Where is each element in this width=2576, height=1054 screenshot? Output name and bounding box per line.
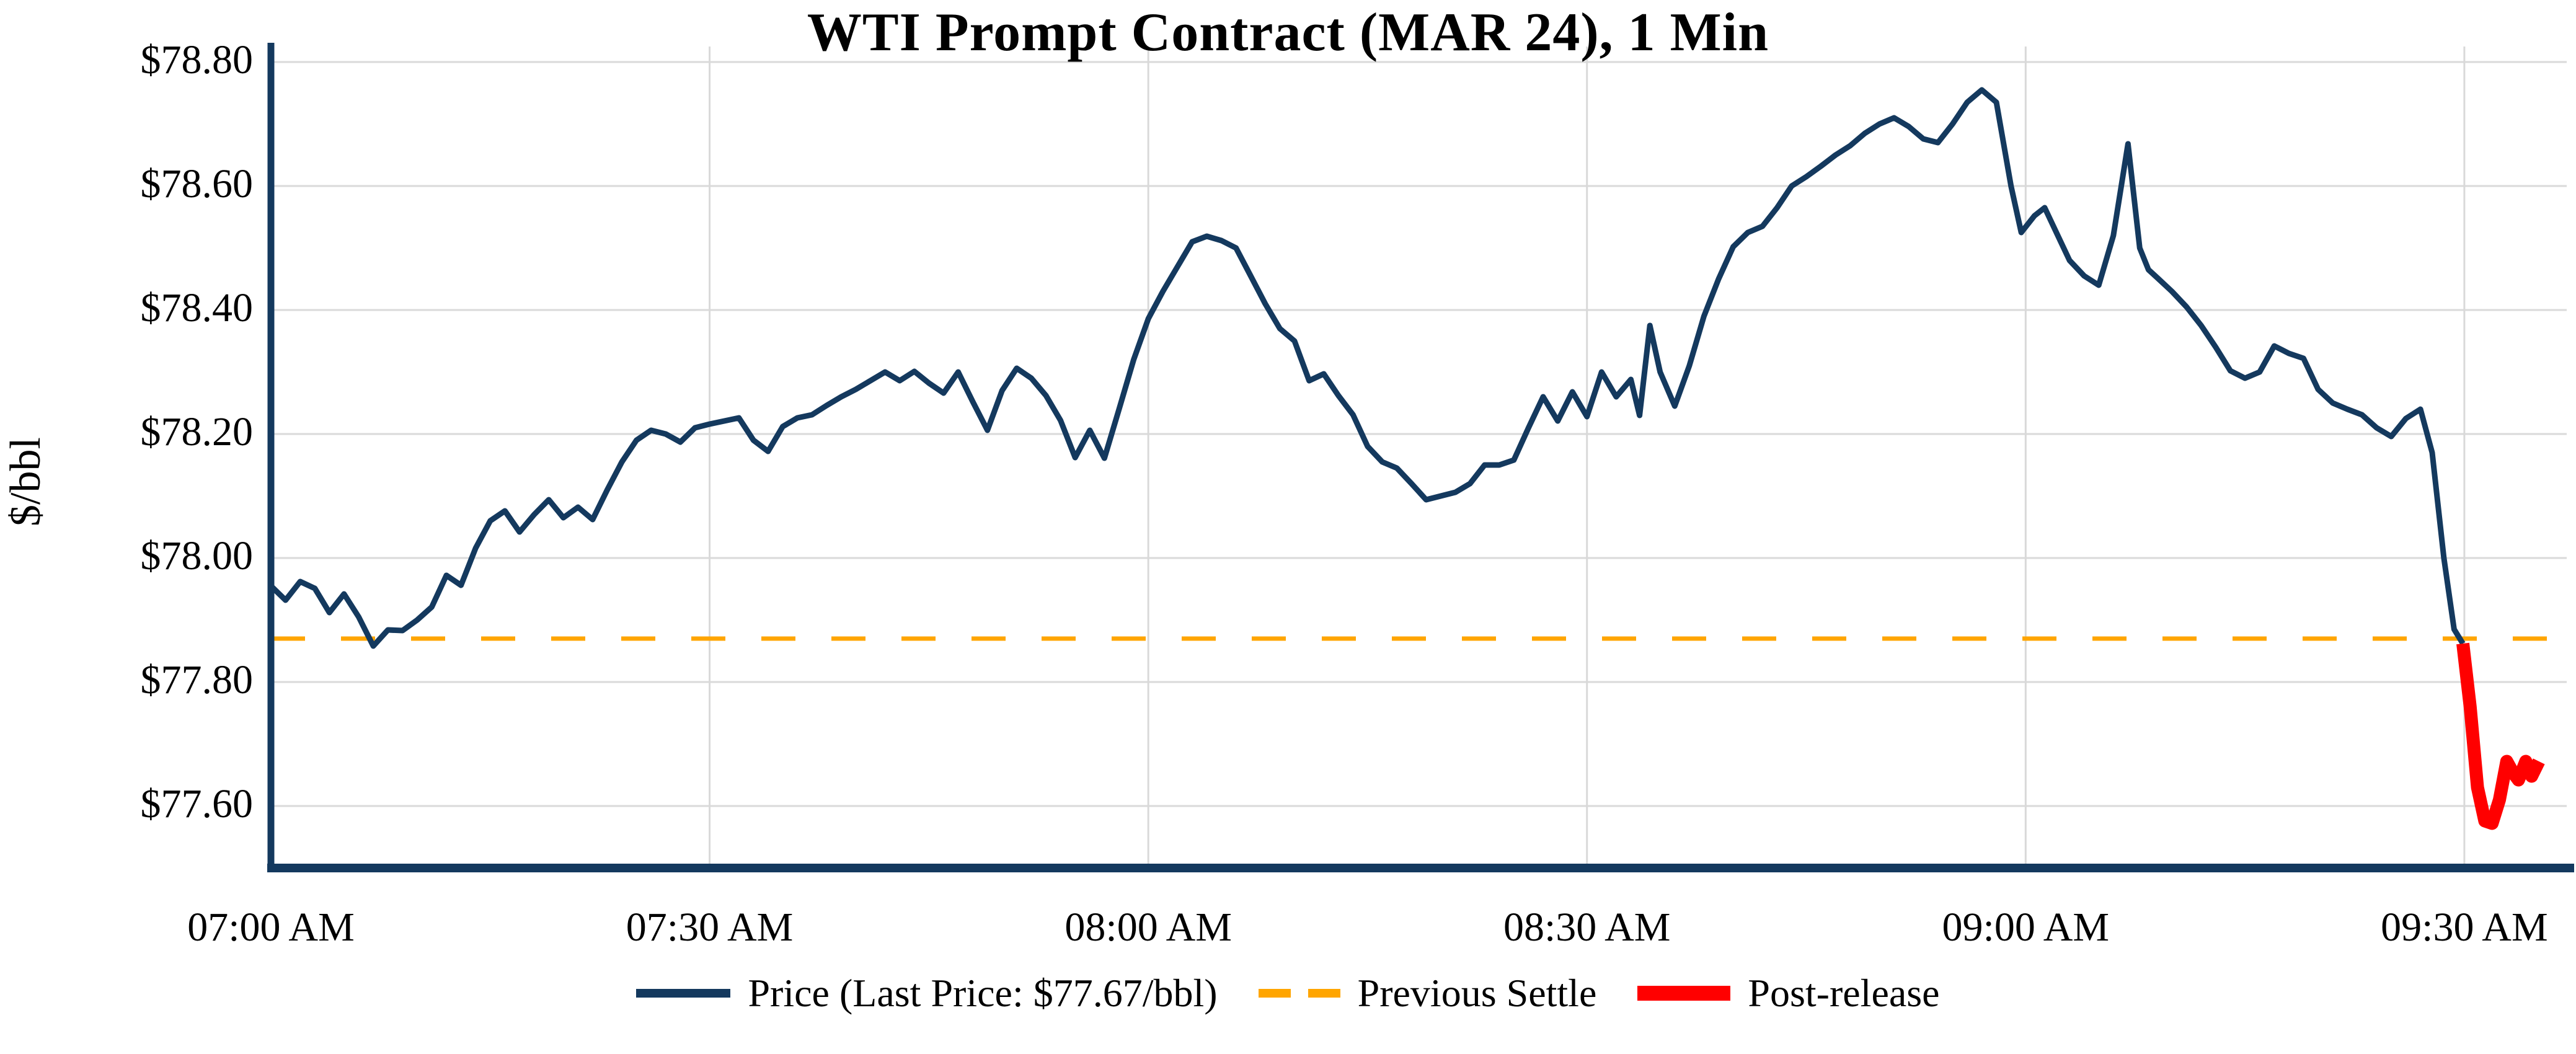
y-tick-label: $77.80 [140, 657, 254, 702]
y-tick-label: $78.00 [140, 533, 254, 578]
x-tick-label: 08:30 AM [1503, 905, 1671, 950]
y-tick-label: $78.60 [140, 161, 254, 206]
legend-label-post-release: Post-release [1748, 971, 1940, 1015]
y-tick-label: $77.60 [140, 781, 254, 826]
legend-item-post-release: Post-release [1637, 970, 1940, 1016]
post-release-swatch [1637, 986, 1731, 1001]
x-tick-label: 09:00 AM [1942, 905, 2110, 950]
settle-dash-icon [1308, 989, 1340, 998]
y-tick-label: $78.20 [140, 409, 254, 454]
legend-label-price: Price (Last Price: $77.67/bbl) [748, 971, 1218, 1015]
x-tick-label: 07:00 AM [187, 905, 355, 950]
x-tick-label: 07:30 AM [626, 905, 794, 950]
x-tick-label: 08:00 AM [1064, 905, 1232, 950]
legend-item-previous-settle: Previous Settle [1258, 970, 1597, 1016]
chart-title: WTI Prompt Contract (MAR 24), 1 Min [807, 2, 1769, 63]
chart-legend: Price (Last Price: $77.67/bbl) Previous … [0, 970, 2576, 1016]
post-release-line [2456, 642, 2545, 830]
settle-dash-icon [1258, 989, 1291, 998]
legend-item-price: Price (Last Price: $77.67/bbl) [636, 970, 1218, 1016]
price-line-swatch [636, 989, 731, 998]
x-tick-label: 09:30 AM [2381, 905, 2548, 950]
price-line [268, 87, 2466, 649]
previous-settle-swatch [1258, 989, 1340, 998]
y-tick-label: $78.40 [140, 285, 254, 330]
y-tick-label: $78.80 [140, 37, 254, 82]
legend-label-previous-settle: Previous Settle [1357, 971, 1597, 1015]
